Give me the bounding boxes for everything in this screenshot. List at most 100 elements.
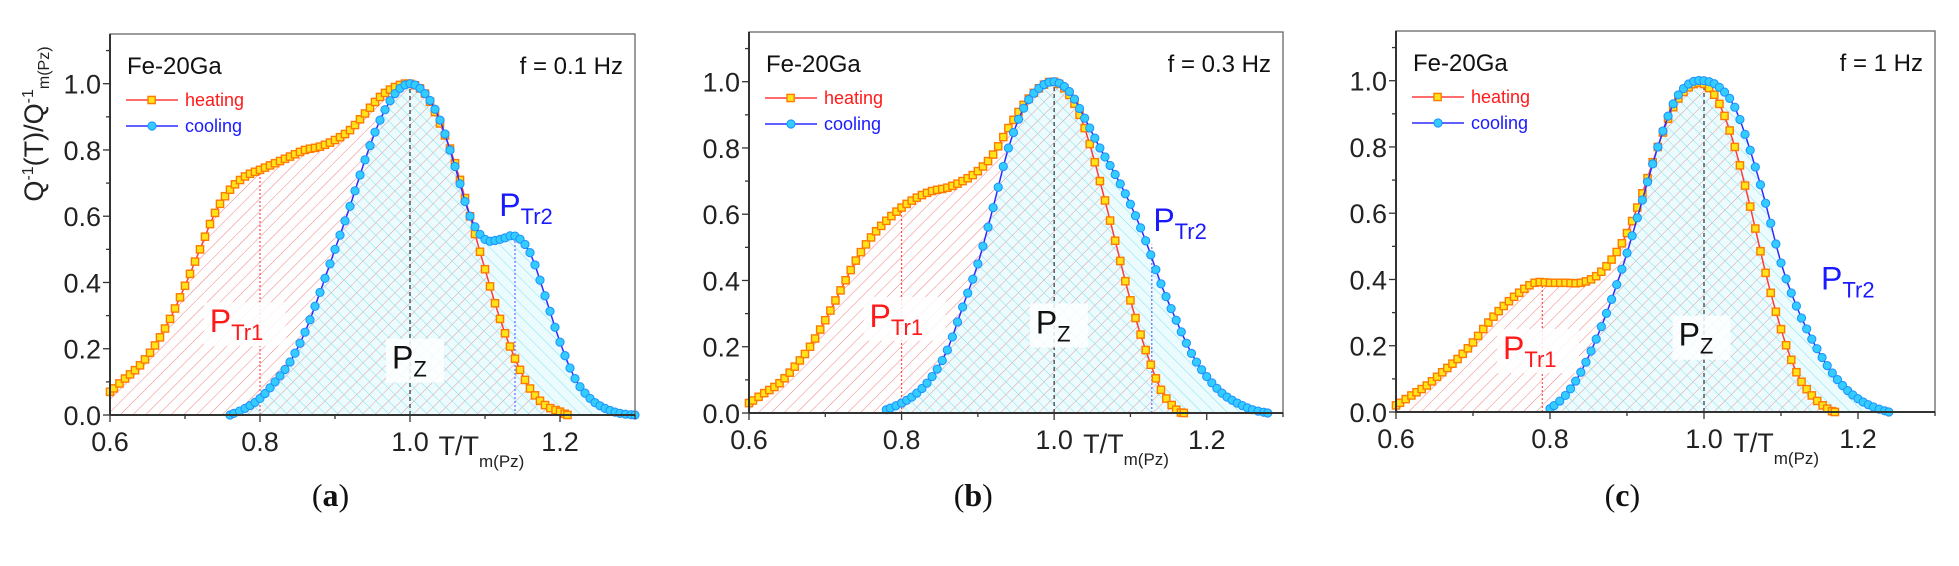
cooling-data-point — [1627, 231, 1637, 241]
cooling-data-point — [1822, 361, 1832, 371]
cooling-data-point — [1812, 344, 1822, 354]
heating-data-point — [1612, 247, 1622, 257]
heating-data-point — [836, 286, 845, 295]
cooling-data-point — [1740, 129, 1750, 139]
cooling-data-point — [1565, 384, 1576, 394]
cooling-data-point — [1581, 357, 1591, 367]
annotation-background — [493, 186, 576, 231]
annotation-ptr1: PTr1 — [870, 298, 924, 340]
cooling-data-point — [1735, 114, 1745, 125]
cooling-data-point — [1074, 103, 1085, 114]
y-tick-label: 0.2 — [63, 335, 101, 365]
annotation-background — [863, 296, 946, 341]
heating-data-point — [1607, 255, 1616, 264]
heating-data-point — [1730, 142, 1740, 152]
heating-data-point — [831, 296, 840, 305]
heating-data-point — [846, 265, 856, 275]
y-tick-label: 1.0 — [1349, 67, 1387, 97]
heating-data-point — [1121, 276, 1130, 286]
heating-data-point — [190, 257, 200, 266]
heating-data-point — [180, 281, 190, 291]
heating-data-point — [1771, 307, 1781, 317]
cooling-data-point — [1161, 291, 1171, 302]
cooling-data-point — [947, 332, 958, 342]
heating-data-point — [795, 356, 805, 365]
heating-data-point — [170, 304, 180, 313]
cooling-data-point — [385, 96, 395, 106]
heating-data-point — [1131, 313, 1140, 323]
cooling-data-point — [1827, 368, 1837, 378]
y-axis-label: Q-1(T)/Q-1m(Pz) — [19, 46, 53, 201]
y-tick-label: 0.6 — [702, 200, 740, 230]
heating-data-point — [1807, 391, 1817, 400]
annotation-subscript: Tr1 — [891, 315, 923, 340]
heating-data-point — [525, 384, 535, 393]
panel-label-letter: a — [323, 477, 339, 513]
heating-data-point — [225, 185, 235, 195]
y-tick-label: 0.6 — [1349, 199, 1387, 229]
cooling-data-point — [1151, 265, 1161, 275]
cooling-data-point — [1617, 264, 1627, 274]
frequency-label: f = 0.1 Hz — [520, 53, 623, 80]
y-tick-label: 0.0 — [63, 401, 101, 431]
annotation-background — [203, 302, 286, 347]
cooling-data-point — [1095, 143, 1105, 153]
y-tick-label: 1.0 — [702, 68, 740, 98]
heating-data-point — [1105, 216, 1115, 225]
heating-data-point — [866, 233, 876, 242]
annotation-main: P — [499, 187, 520, 223]
cooling-data-point — [1761, 198, 1771, 208]
x-tick-label: 0.6 — [1377, 424, 1415, 454]
cooling-data-point — [1560, 390, 1571, 401]
heating-data-point — [805, 342, 815, 352]
heating-data-point — [165, 314, 175, 324]
heating-data-point — [1715, 99, 1724, 109]
heating-data-point — [826, 306, 835, 315]
annotation-main: P — [1503, 330, 1524, 366]
heating-data-point — [887, 211, 896, 221]
annotation-subscript: Tr1 — [1524, 347, 1556, 372]
heating-data-point — [530, 391, 540, 400]
heating-data-point — [871, 226, 881, 236]
x-axis-label: T/Tm(Pz) — [1083, 429, 1169, 469]
cooling-data-point — [1105, 160, 1115, 171]
annotation-pz: PZ — [392, 340, 427, 382]
heating-data-point — [155, 333, 165, 342]
frequency-label: f = 1 Hz — [1840, 50, 1923, 77]
cooling-data-point — [1555, 396, 1565, 406]
cooling-data-point — [1019, 103, 1029, 113]
annotation-background — [1815, 259, 1898, 304]
heating-data-point — [345, 125, 355, 135]
cooling-data-point — [330, 244, 340, 254]
heating-data-point — [775, 378, 784, 388]
x-tick-label: 0.6 — [91, 427, 129, 457]
cooling-data-point — [952, 317, 963, 327]
cooling-data-point — [963, 288, 973, 298]
legend-heating-label: heating — [1471, 87, 1530, 107]
heating-data-point — [815, 325, 825, 334]
heating-data-point — [785, 368, 794, 377]
cooling-data-point — [360, 155, 370, 165]
y-tick-label: 0.4 — [1349, 265, 1387, 295]
heating-data-point — [1725, 126, 1734, 135]
cooling-data-point — [1653, 142, 1663, 152]
annotation-subscript: Z — [1700, 334, 1713, 359]
heating-data-point — [1745, 202, 1755, 211]
cooling-data-point — [1730, 102, 1740, 112]
y-axis-label-mid: (T)/Q — [19, 103, 49, 166]
heating-data-point — [1427, 377, 1437, 386]
cooling-data-point — [1796, 313, 1807, 323]
heating-data-point — [1812, 396, 1822, 406]
cooling-data-point — [1786, 288, 1796, 298]
panel-label-close: ) — [982, 477, 993, 513]
cooling-data-point — [445, 145, 455, 155]
annotation-ptr1: PTr1 — [210, 303, 264, 345]
annotation-subscript: Tr2 — [1175, 219, 1207, 244]
legend-cooling-marker — [1433, 118, 1443, 128]
x-tick-label: 1.0 — [1685, 424, 1723, 454]
heating-data-point — [1146, 360, 1156, 370]
heating-data-point — [1473, 331, 1483, 341]
cooling-data-point — [1069, 94, 1080, 104]
